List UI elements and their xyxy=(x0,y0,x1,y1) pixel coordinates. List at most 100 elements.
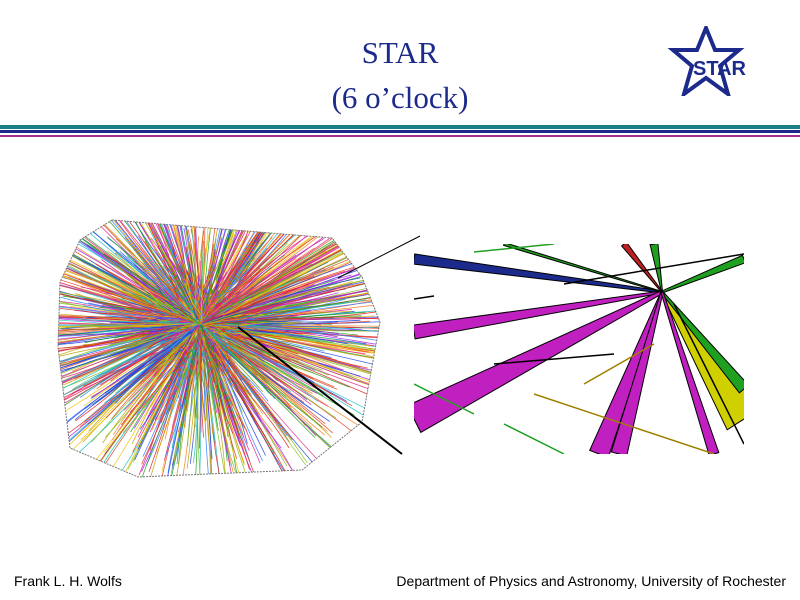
track-line xyxy=(202,327,270,394)
track-line xyxy=(224,343,243,381)
track-line xyxy=(116,317,163,324)
track-line xyxy=(107,220,177,302)
track-line xyxy=(225,328,324,335)
track-line xyxy=(58,328,193,392)
track-line xyxy=(229,247,316,308)
track-line xyxy=(204,323,380,360)
track-line xyxy=(235,278,380,312)
logo-text: STAR xyxy=(693,58,746,80)
track-line xyxy=(212,277,244,299)
track-line xyxy=(143,220,199,323)
track-line xyxy=(227,339,258,347)
track-line xyxy=(202,220,225,310)
track-line xyxy=(214,220,305,301)
track-line xyxy=(210,327,313,394)
track-line xyxy=(208,351,288,476)
track-line xyxy=(228,319,362,331)
track-line xyxy=(176,274,198,321)
track-line xyxy=(215,339,316,438)
track-line xyxy=(100,220,197,314)
track-line xyxy=(204,268,262,317)
track-line xyxy=(110,327,184,350)
track-line xyxy=(223,247,354,315)
track-line xyxy=(178,325,200,413)
track-line xyxy=(200,220,240,306)
track-line xyxy=(203,327,258,370)
track-line xyxy=(226,326,380,391)
track-line xyxy=(196,339,203,364)
track-line xyxy=(205,324,380,356)
event-display-image xyxy=(57,219,381,478)
track-line xyxy=(141,330,192,374)
track-line xyxy=(180,261,199,315)
track-line xyxy=(212,339,365,442)
track-line xyxy=(141,332,180,340)
track-line xyxy=(188,241,197,310)
track-line xyxy=(75,279,194,322)
track-line xyxy=(193,220,201,305)
track-line xyxy=(58,333,163,392)
track-line xyxy=(220,220,281,299)
track-line xyxy=(200,230,205,312)
track-line xyxy=(208,324,380,355)
track-line xyxy=(58,328,191,364)
track-line xyxy=(209,228,328,320)
track-line xyxy=(200,330,204,438)
track-line xyxy=(200,220,288,323)
track-line xyxy=(210,341,243,442)
track-line xyxy=(142,220,180,301)
track-line xyxy=(148,328,195,350)
track-line xyxy=(76,257,179,318)
track-line xyxy=(91,328,191,398)
track-line xyxy=(119,327,196,380)
zoom-track-line xyxy=(583,343,655,385)
zoom-track-line xyxy=(563,253,744,285)
track-line xyxy=(198,282,211,296)
track-line xyxy=(104,296,190,320)
track-line xyxy=(229,295,380,323)
track-line xyxy=(221,235,336,308)
track-line xyxy=(58,300,185,323)
track-line xyxy=(224,246,260,305)
track-line xyxy=(124,308,178,318)
header-rule-teal xyxy=(0,125,800,129)
track-line xyxy=(58,331,176,388)
track-line xyxy=(209,313,264,325)
track-line xyxy=(83,305,181,320)
track-line xyxy=(110,220,196,318)
track-line xyxy=(215,339,319,402)
zoom-track-line xyxy=(414,383,475,415)
track-line xyxy=(200,324,255,402)
track-line xyxy=(221,303,380,322)
track-line xyxy=(200,220,282,322)
track-line xyxy=(201,277,361,325)
track-line xyxy=(233,305,302,319)
track-line xyxy=(99,280,197,323)
track-line xyxy=(155,262,201,325)
zoom-track-line xyxy=(473,244,555,253)
track-line xyxy=(58,299,172,325)
track-line xyxy=(226,334,375,386)
track-line xyxy=(199,220,251,315)
track-line xyxy=(203,271,263,321)
star-logo-icon xyxy=(667,26,745,96)
track-line xyxy=(150,237,192,316)
track-line xyxy=(206,220,262,316)
track-line xyxy=(129,302,167,318)
track-line xyxy=(203,338,212,465)
zoom-track-tube xyxy=(502,244,663,294)
track-line xyxy=(61,322,192,328)
track-line xyxy=(131,324,184,330)
track-line xyxy=(200,311,351,325)
track-line xyxy=(203,329,234,434)
track-line xyxy=(225,332,367,346)
track-line xyxy=(106,332,195,477)
track-line xyxy=(212,220,238,302)
track-line xyxy=(58,322,190,338)
track-line xyxy=(205,317,380,326)
track-line xyxy=(216,234,284,308)
zoom-track-line xyxy=(673,303,744,445)
footer-department: Department of Physics and Astronomy, Uni… xyxy=(396,573,786,589)
track-line xyxy=(215,286,342,317)
